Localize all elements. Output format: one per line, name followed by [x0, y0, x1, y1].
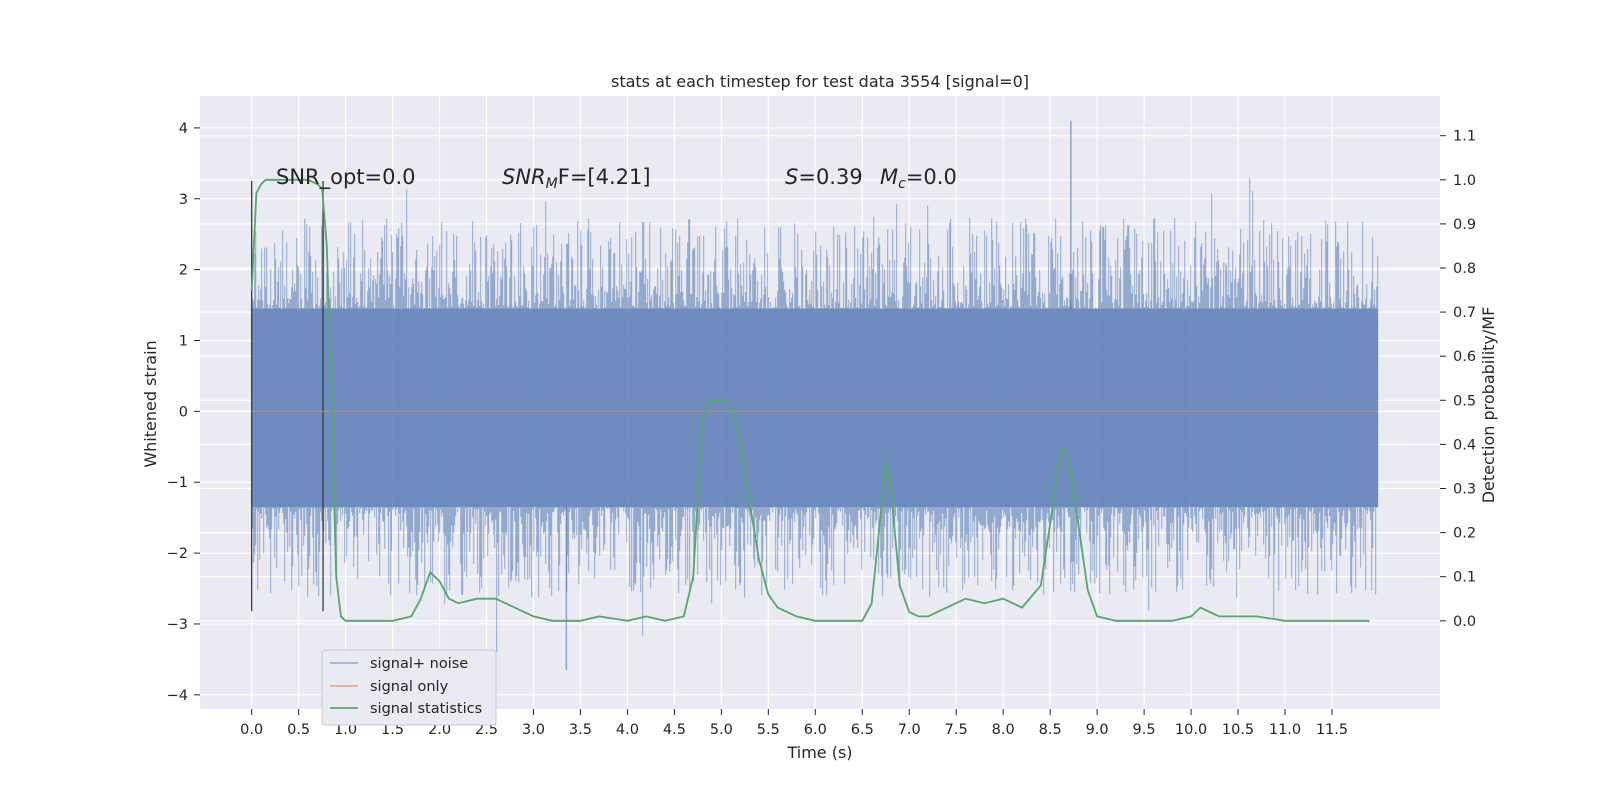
x-tick-label: 9.5	[1133, 722, 1156, 738]
signal-statistics-series	[250, 178, 1370, 622]
x-tick-label: 11.0	[1269, 722, 1301, 738]
x-tick-label: 11.5	[1316, 722, 1348, 738]
left-y-tick-label: −4	[167, 688, 188, 704]
x-axis-label: Time (s)	[786, 743, 852, 762]
snr-mf-value: F=[4.21]	[558, 165, 651, 189]
s-symbol: S	[785, 165, 798, 189]
right-y-axis-label: Detection probability/MF	[1479, 307, 1498, 504]
x-tick-label: 6.0	[804, 722, 827, 738]
annotation-mc: Mc=0.0	[880, 165, 957, 192]
right-y-tick-label: 0.0	[1453, 614, 1476, 630]
right-y-tick-label: 0.8	[1453, 261, 1476, 277]
x-tick-label: 10.0	[1175, 722, 1207, 738]
x-tick-label: 7.5	[945, 722, 968, 738]
left-y-tick-label: −2	[167, 546, 188, 562]
mc-symbol: M	[880, 165, 898, 189]
annotation-snr-opt: SNR_opt=0.0	[276, 165, 416, 190]
right-y-axis-ticks: 0.0 0.1 0.2 0.3 0.4 0.5 0.6 0.7 0.8 0.9 1.0 1.1	[1440, 129, 1476, 630]
annotation-snr-mf: SNRMF=[4.21]	[502, 165, 651, 192]
x-tick-label: 2.0	[428, 722, 451, 738]
left-y-axis-ticks: −4 −3 −2 −1 0 1 2 3 4	[167, 121, 200, 704]
x-tick-label: 1.5	[381, 722, 404, 738]
snr-mf-subscript: M	[546, 176, 558, 192]
x-tick-label: 10.5	[1222, 722, 1254, 738]
left-y-axis-label: Whitened strain	[141, 340, 160, 467]
right-y-tick-label: 1.0	[1453, 173, 1476, 189]
left-y-tick-label: −1	[167, 475, 188, 491]
x-tick-label: 5.5	[757, 722, 780, 738]
chart-title: stats at each timestep for test data 355…	[611, 72, 1029, 91]
snr-mf-symbol: SNR	[502, 165, 546, 189]
legend-box	[321, 649, 497, 726]
legend-label-signal-noise: signal+ noise	[370, 656, 468, 672]
x-tick-label: 9.0	[1086, 722, 1109, 738]
right-y-tick-label: 0.1	[1453, 570, 1476, 586]
x-tick-label: 3.5	[569, 722, 592, 738]
left-y-tick-label: 2	[179, 263, 188, 279]
x-tick-label: 0.0	[240, 722, 263, 738]
right-y-tick-label: 0.9	[1453, 217, 1476, 233]
right-y-tick-label: 0.7	[1453, 305, 1476, 321]
x-tick-label: 3.0	[522, 722, 545, 738]
signal-statistics-line	[250, 178, 1370, 622]
right-y-tick-label: 0.2	[1453, 526, 1476, 542]
mc-value: =0.0	[906, 165, 957, 189]
left-y-tick-label: 3	[179, 192, 188, 208]
legend-label-signal-only: signal only	[370, 679, 449, 695]
left-y-tick-label: 1	[179, 333, 188, 349]
mc-subscript: c	[898, 176, 906, 192]
x-tick-label: 2.5	[475, 722, 498, 738]
right-y-tick-label: 0.4	[1453, 437, 1476, 453]
left-y-tick-label: 0	[179, 404, 188, 420]
vertical-markers	[251, 181, 324, 612]
x-tick-label: 5.0	[710, 722, 733, 738]
left-y-tick-label: 4	[179, 121, 188, 137]
x-tick-label: 7.0	[898, 722, 921, 738]
legend-label-signal-statistics: signal statistics	[370, 701, 482, 717]
legend: signal+ noise signal only signal statist…	[321, 649, 497, 726]
x-tick-label: 8.5	[1039, 722, 1062, 738]
x-tick-label: 0.5	[287, 722, 310, 738]
x-tick-label: 8.0	[992, 722, 1015, 738]
signal-noise-series	[251, 120, 1379, 671]
x-tick-label: 4.0	[616, 722, 639, 738]
right-y-tick-label: 0.5	[1453, 393, 1476, 409]
s-value: =0.39	[798, 165, 862, 189]
x-axis-ticks: 0.0 0.5 1.0 1.5 2.0 2.5 3.0 3.5 4.0 4.5 5.0 5.5 6.0 6…	[240, 709, 1348, 738]
x-tick-label: 4.5	[663, 722, 686, 738]
x-tick-label: 6.5	[851, 722, 874, 738]
x-tick-label: 1.0	[334, 722, 357, 738]
annotation-s: S=0.39	[785, 165, 863, 189]
right-y-tick-label: 1.1	[1453, 129, 1476, 145]
left-y-tick-label: −3	[167, 617, 188, 633]
right-y-tick-label: 0.6	[1453, 349, 1476, 365]
right-y-tick-label: 0.3	[1453, 481, 1476, 497]
